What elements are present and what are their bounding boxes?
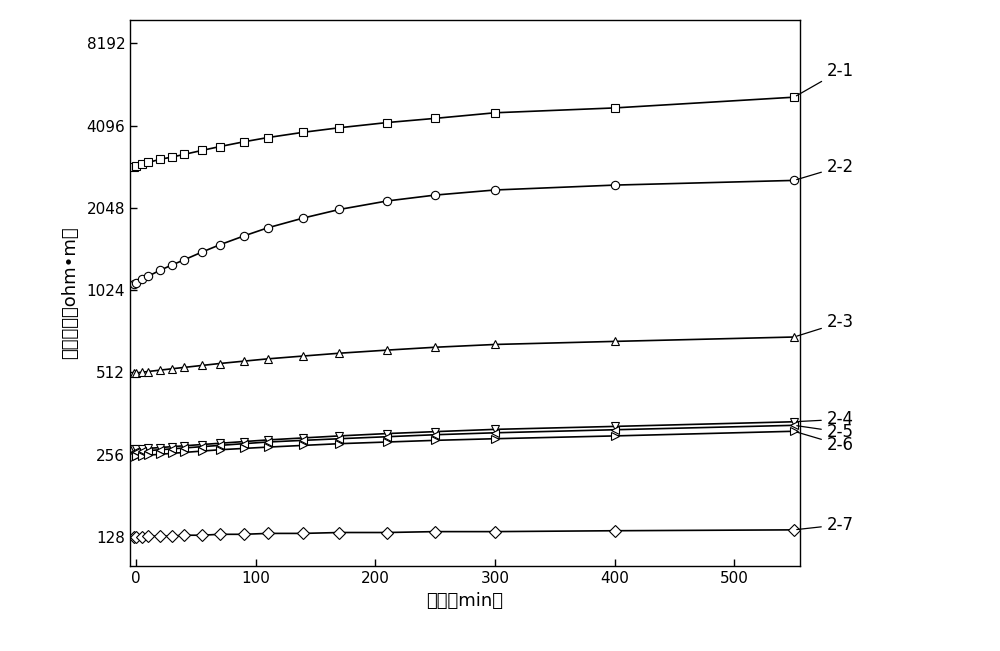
Y-axis label: 视电阔率（ohm•m）: 视电阔率（ohm•m） <box>61 227 79 359</box>
Text: 2-2: 2-2 <box>797 158 854 180</box>
Text: 2-4: 2-4 <box>797 410 854 428</box>
Text: 2-6: 2-6 <box>797 432 854 454</box>
Text: 2-1: 2-1 <box>796 62 854 96</box>
X-axis label: 时间（min）: 时间（min） <box>426 592 504 610</box>
Text: 2-5: 2-5 <box>797 423 854 441</box>
Text: 2-7: 2-7 <box>797 516 854 534</box>
Text: 2-3: 2-3 <box>797 313 854 336</box>
